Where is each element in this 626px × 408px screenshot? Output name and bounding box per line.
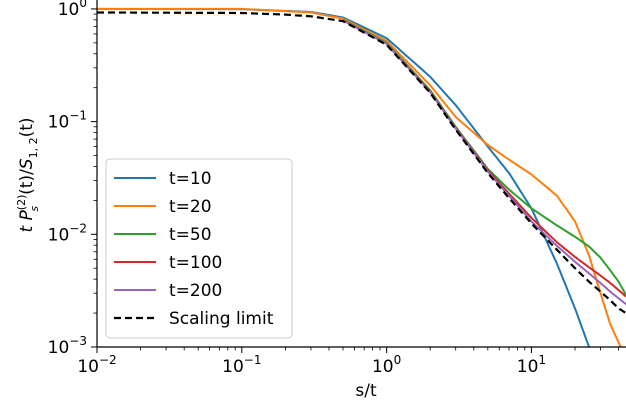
legend-label: t=20 (169, 197, 212, 217)
y-tick-label: 100 (58, 0, 87, 20)
y-tick-label: 10−3 (48, 334, 87, 358)
x-axis-label: s/t (355, 381, 377, 401)
series-line-t-20 (97, 7, 622, 347)
x-tick-label: 10−2 (77, 353, 116, 377)
y-axis-label: t P(2)s(t)/S1, 2(t) (15, 117, 41, 232)
legend-label: t=200 (169, 281, 222, 301)
x-tick-label: 10−1 (222, 353, 261, 377)
legend-label: t=50 (169, 225, 212, 245)
legend: t=10 t=20 t=50 t=100 t=200 Scaling limit (105, 158, 293, 339)
series-line-t-50 (342, 18, 626, 296)
series-layer (97, 7, 626, 347)
x-tick-label: 101 (517, 353, 546, 377)
series-line-t-100 (342, 19, 626, 298)
legend-label: Scaling limit (169, 309, 274, 329)
x-tick-label: 100 (372, 353, 401, 377)
y-tick-label: 10−2 (48, 221, 87, 245)
legend-frame (105, 158, 293, 339)
series-line-t-200 (342, 19, 626, 305)
legend-label: t=10 (169, 169, 212, 189)
y-tick-label: 10−1 (48, 109, 87, 133)
series-line-scaling-limit (97, 11, 626, 315)
legend-label: t=100 (169, 253, 222, 273)
